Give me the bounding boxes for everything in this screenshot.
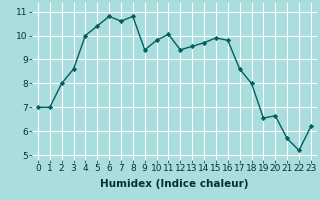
X-axis label: Humidex (Indice chaleur): Humidex (Indice chaleur) (100, 179, 249, 189)
